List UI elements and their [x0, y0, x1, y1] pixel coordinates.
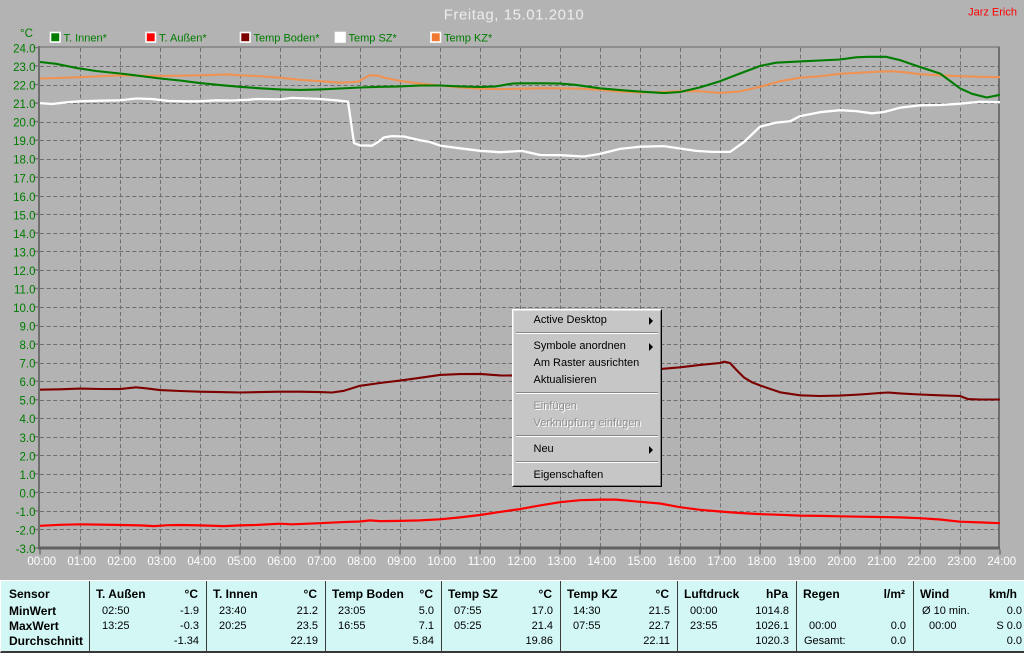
svg-text:16:00: 16:00 — [667, 556, 696, 568]
svg-text:10:00: 10:00 — [427, 556, 456, 568]
svg-text:13:00: 13:00 — [547, 556, 576, 568]
svg-text:22.0: 22.0 — [13, 81, 35, 93]
svg-text:-3.0: -3.0 — [16, 544, 36, 556]
svg-text:15:00: 15:00 — [627, 556, 656, 568]
svg-text:06:00: 06:00 — [267, 556, 296, 568]
svg-text:10.0: 10.0 — [13, 303, 35, 315]
svg-text:18:00: 18:00 — [747, 556, 776, 568]
svg-text:09:00: 09:00 — [387, 556, 416, 568]
svg-text:15.0: 15.0 — [13, 210, 35, 222]
svg-text:7.0: 7.0 — [20, 359, 36, 371]
svg-text:0.0: 0.0 — [20, 488, 36, 500]
svg-text:Temp KZ*: Temp KZ* — [444, 33, 493, 45]
svg-text:12.0: 12.0 — [13, 266, 35, 278]
svg-text:-2.0: -2.0 — [16, 526, 36, 538]
svg-text:03:00: 03:00 — [147, 556, 176, 568]
svg-text:18.0: 18.0 — [13, 155, 35, 167]
svg-text:08:00: 08:00 — [347, 556, 376, 568]
svg-text:14.0: 14.0 — [13, 229, 35, 241]
svg-text:19.0: 19.0 — [13, 136, 35, 148]
svg-text:T. Innen*: T. Innen* — [64, 33, 108, 45]
svg-text:23.0: 23.0 — [13, 62, 35, 74]
svg-text:Freitag, 15.01.2010: Freitag, 15.01.2010 — [444, 7, 585, 24]
svg-text:21.0: 21.0 — [13, 99, 35, 111]
svg-text:°C: °C — [20, 28, 33, 40]
svg-text:14:00: 14:00 — [587, 556, 616, 568]
svg-text:21:00: 21:00 — [867, 556, 896, 568]
svg-text:9.0: 9.0 — [20, 322, 36, 334]
svg-text:22:00: 22:00 — [907, 556, 936, 568]
svg-text:8.0: 8.0 — [20, 340, 36, 352]
svg-text:17.0: 17.0 — [13, 173, 35, 185]
svg-text:20:00: 20:00 — [827, 556, 856, 568]
svg-text:23:00: 23:00 — [947, 556, 976, 568]
svg-text:07:00: 07:00 — [307, 556, 336, 568]
svg-text:5.0: 5.0 — [20, 396, 36, 408]
svg-text:24.0: 24.0 — [13, 44, 35, 56]
svg-text:3.0: 3.0 — [20, 433, 36, 445]
svg-text:12:00: 12:00 — [507, 556, 536, 568]
svg-text:24:00: 24:00 — [987, 556, 1016, 568]
svg-text:Jarz Erich: Jarz Erich — [968, 7, 1017, 19]
svg-text:Temp Boden*: Temp Boden* — [254, 33, 321, 45]
svg-text:01:00: 01:00 — [67, 556, 96, 568]
svg-text:Temp SZ*: Temp SZ* — [349, 33, 398, 45]
svg-text:20.0: 20.0 — [13, 118, 35, 130]
svg-text:6.0: 6.0 — [20, 377, 36, 389]
svg-text:1.0: 1.0 — [20, 470, 36, 482]
svg-text:00:00: 00:00 — [27, 556, 56, 568]
svg-text:17:00: 17:00 — [707, 556, 736, 568]
svg-text:11.0: 11.0 — [14, 285, 36, 297]
svg-text:19:00: 19:00 — [787, 556, 816, 568]
svg-text:04:00: 04:00 — [187, 556, 216, 568]
svg-text:-1.0: -1.0 — [16, 507, 36, 519]
svg-text:4.0: 4.0 — [20, 414, 36, 426]
svg-text:02:00: 02:00 — [107, 556, 136, 568]
svg-text:2.0: 2.0 — [20, 451, 36, 463]
svg-text:11:00: 11:00 — [468, 556, 496, 568]
svg-text:T. Außen*: T. Außen* — [159, 33, 207, 45]
svg-text:16.0: 16.0 — [13, 192, 35, 204]
svg-text:13.0: 13.0 — [13, 247, 35, 259]
svg-text:05:00: 05:00 — [227, 556, 256, 568]
